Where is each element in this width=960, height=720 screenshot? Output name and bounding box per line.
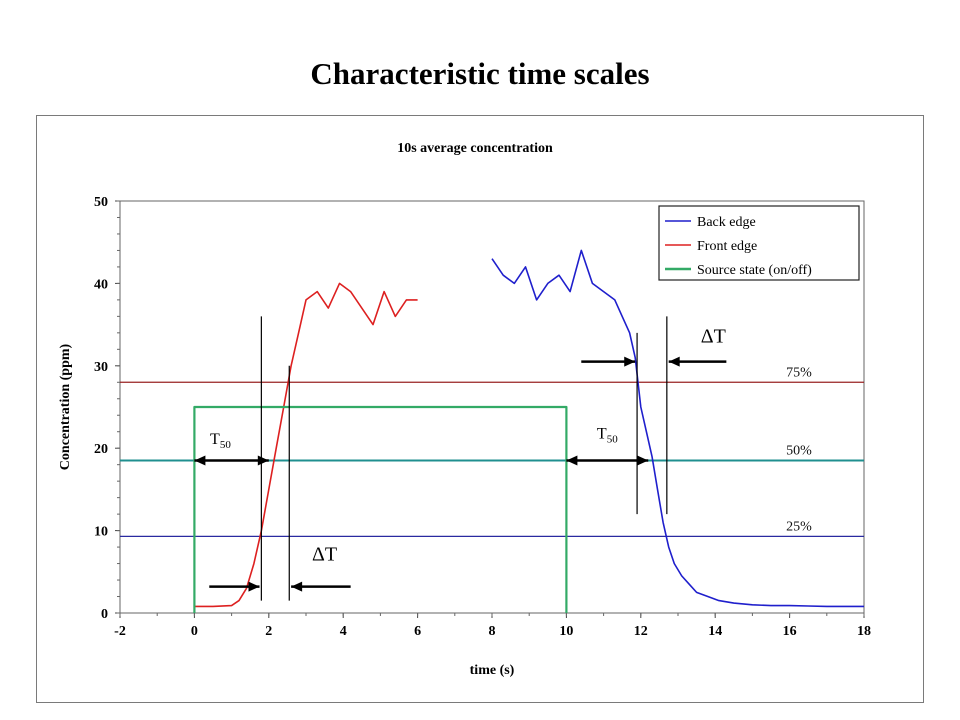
slide-title: Characteristic time scales xyxy=(310,56,650,91)
x-tick-label: 0 xyxy=(191,624,198,639)
legend-entry: Front edge xyxy=(697,239,757,254)
delta-t-label: ΔT xyxy=(701,326,726,348)
x-tick-label: -2 xyxy=(114,624,126,639)
arrow-head xyxy=(291,581,303,592)
y-axis-label: Concentration (ppm) xyxy=(58,343,73,470)
concentration-chart: 10s average concentration 75% 50% 25% -2 0 2… xyxy=(58,141,871,678)
x-axis-label: time (s) xyxy=(470,663,515,678)
y-tick-label: 50 xyxy=(94,195,108,210)
arrow-head xyxy=(248,581,260,592)
y-tick-label: 30 xyxy=(94,360,108,375)
x-tick-label: 12 xyxy=(634,624,648,639)
legend-box xyxy=(658,205,860,281)
arrow-head xyxy=(194,455,206,466)
arrow-head xyxy=(637,455,649,466)
arrow-head xyxy=(566,455,578,466)
series-line xyxy=(491,249,864,608)
series-line xyxy=(194,282,418,608)
delta-t-label: ΔT xyxy=(312,543,337,565)
x-tick-label: 8 xyxy=(489,624,496,639)
t50-label: T50 xyxy=(597,425,618,445)
reference-line-label: 50% xyxy=(786,444,812,459)
series-line xyxy=(193,405,568,613)
arrow-head xyxy=(624,356,636,367)
x-tick-label: 16 xyxy=(783,624,797,639)
x-tick-label: 2 xyxy=(265,624,272,639)
y-tick-label: 0 xyxy=(101,607,108,622)
y-tick-label: 20 xyxy=(94,442,108,457)
legend-entry: Source state (on/off) xyxy=(697,263,812,278)
t50-label: T50 xyxy=(210,431,231,451)
chart-frame: 10s average concentration 75% 50% 25% -2 0 2… xyxy=(36,115,924,703)
chart-title: 10s average concentration xyxy=(397,141,553,156)
legend-entry: Back edge xyxy=(697,215,756,230)
x-tick-label: 14 xyxy=(708,624,722,639)
x-tick-label: 6 xyxy=(414,624,421,639)
arrow-head xyxy=(257,455,269,466)
x-tick-label: 4 xyxy=(340,624,347,639)
x-tick-label: 18 xyxy=(857,624,871,639)
x-tick-label: 10 xyxy=(559,624,573,639)
reference-line-label: 25% xyxy=(786,519,812,534)
y-tick-label: 10 xyxy=(94,525,108,540)
reference-line-label: 75% xyxy=(786,365,812,380)
arrow-head xyxy=(668,356,680,367)
y-tick-label: 40 xyxy=(94,277,108,292)
